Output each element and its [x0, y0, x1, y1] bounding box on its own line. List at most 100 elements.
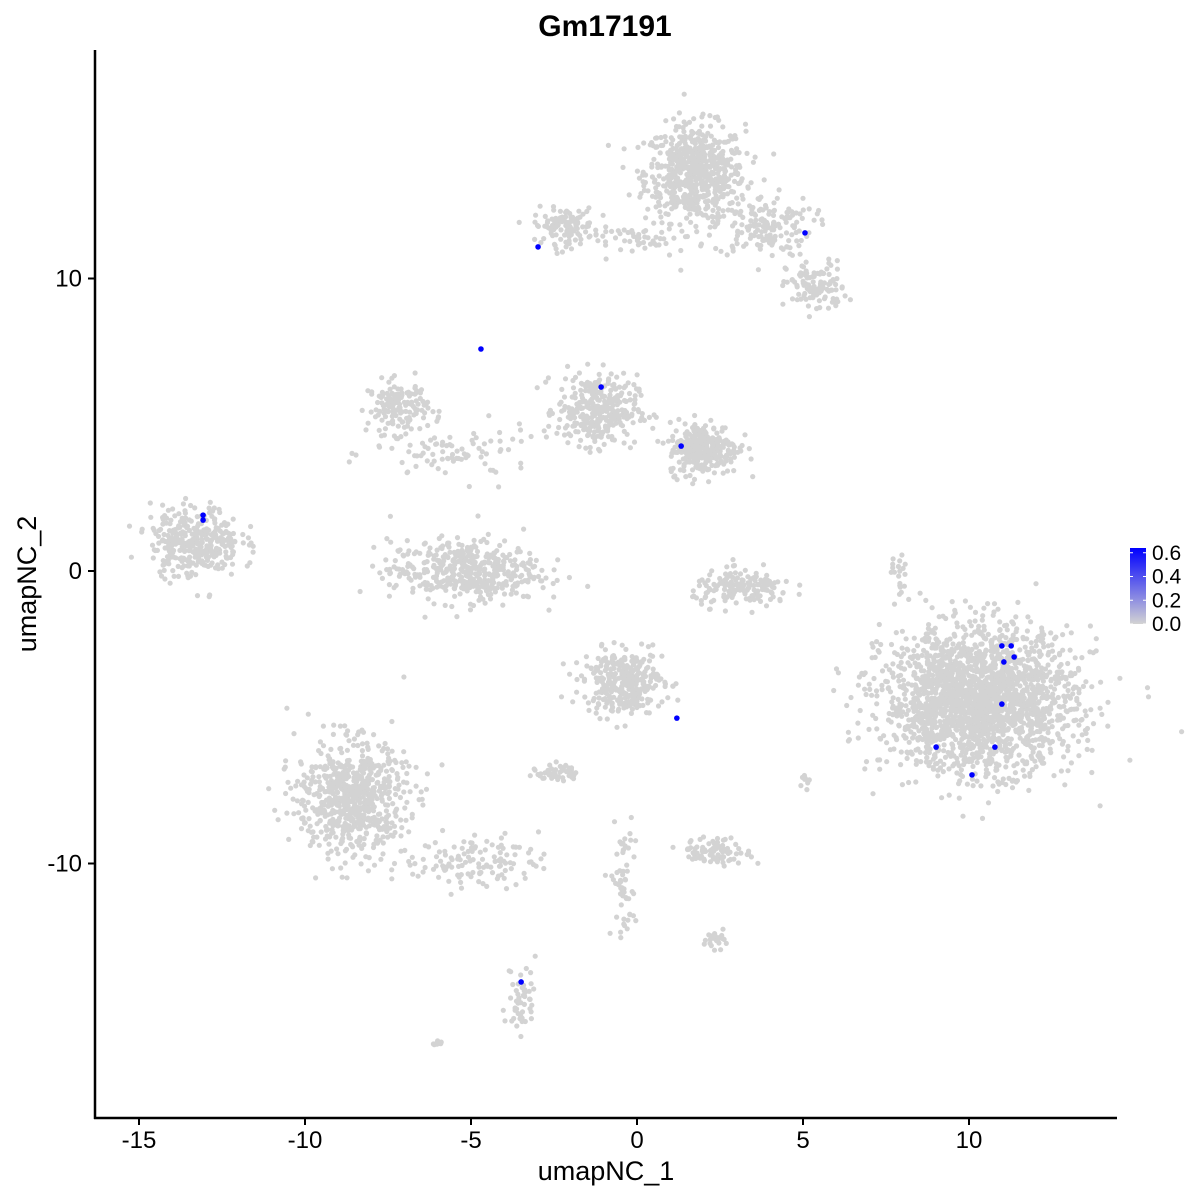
cell-point — [397, 547, 403, 553]
cell-point — [783, 219, 789, 225]
cell-point — [228, 544, 234, 551]
cell-point — [733, 577, 739, 583]
cell-point — [221, 520, 228, 526]
cell-point — [558, 227, 564, 233]
cell-point — [938, 647, 944, 653]
cell-point — [835, 670, 842, 676]
cell-point — [415, 401, 421, 407]
cell-point — [701, 435, 707, 441]
cell-point — [680, 125, 686, 131]
cell-point — [636, 175, 643, 181]
cell-point — [452, 550, 458, 557]
cell-point — [414, 453, 420, 459]
cell-point — [985, 800, 992, 806]
cell-point — [250, 549, 256, 555]
cell-point — [369, 389, 375, 395]
cell-point — [600, 233, 606, 239]
cell-point — [916, 700, 922, 706]
cell-point — [527, 550, 533, 557]
cell-point — [1088, 707, 1094, 713]
cell-point — [1075, 738, 1082, 745]
cell-point — [845, 738, 852, 744]
cell-point — [980, 613, 986, 619]
cell-point — [721, 185, 727, 192]
cell-point — [1034, 669, 1040, 675]
cell-point — [458, 578, 464, 584]
cell-point — [377, 570, 383, 576]
cell-point — [525, 579, 531, 585]
cell-point — [802, 290, 808, 297]
cell-point — [657, 202, 663, 208]
cell-point — [581, 416, 587, 423]
cell-point — [230, 516, 236, 522]
cell-point — [1049, 657, 1055, 663]
cell-point — [711, 425, 717, 431]
cell-point — [712, 224, 718, 230]
cell-point — [197, 541, 203, 548]
cell-point — [659, 220, 665, 226]
cell-point — [707, 224, 713, 230]
cell-point — [190, 536, 196, 542]
cell-point — [990, 660, 996, 666]
cell-point — [162, 576, 168, 582]
cell-point — [725, 138, 732, 144]
cell-point — [872, 654, 878, 661]
cell-point — [959, 773, 966, 780]
cell-point — [440, 584, 446, 590]
cell-point — [1012, 770, 1019, 776]
cell-point — [875, 757, 881, 763]
cell-point — [1048, 630, 1054, 636]
cell-point — [707, 113, 713, 119]
cell-point — [797, 251, 803, 257]
cell-point — [991, 601, 998, 607]
cell-point — [668, 141, 675, 147]
cell-point — [599, 408, 605, 414]
cell-point — [737, 571, 744, 577]
cell-point — [465, 573, 471, 579]
cell-point — [1029, 697, 1035, 704]
cell-point — [769, 227, 775, 233]
cell-point — [553, 246, 559, 252]
cell-point — [516, 421, 523, 427]
cell-point — [994, 767, 1000, 773]
cell-point — [770, 240, 776, 246]
cell-point — [488, 591, 494, 597]
cell-point — [686, 176, 692, 182]
cell-point — [688, 219, 694, 225]
cell-point — [379, 375, 385, 381]
cell-point — [439, 545, 445, 552]
cell-point — [1041, 632, 1047, 638]
cell-point — [755, 196, 761, 202]
cell-point — [548, 227, 554, 233]
cell-point — [696, 454, 702, 460]
cell-point — [228, 571, 234, 577]
cell-point — [417, 395, 423, 402]
cell-point — [800, 207, 806, 213]
cell-point — [660, 440, 666, 446]
cell-point — [796, 591, 802, 597]
cell-point — [525, 560, 531, 566]
cell-point — [732, 210, 738, 217]
cell-point — [1062, 782, 1068, 788]
cell-point — [497, 429, 503, 436]
cell-point — [1089, 769, 1095, 776]
cell-point — [866, 681, 872, 687]
cell-point — [763, 603, 770, 609]
cell-point — [1144, 685, 1151, 691]
cell-point — [631, 439, 638, 445]
cell-point — [1089, 747, 1095, 753]
cell-point — [579, 381, 586, 387]
cell-point — [786, 206, 792, 212]
cell-point — [930, 641, 936, 648]
cell-point — [638, 392, 644, 398]
cell-point — [1062, 683, 1068, 689]
cell-point — [960, 624, 966, 630]
cell-point — [477, 566, 484, 572]
cell-point — [954, 770, 960, 776]
cell-point — [1020, 767, 1026, 773]
cell-point — [442, 569, 449, 575]
cell-point — [167, 580, 173, 586]
cell-point — [1011, 763, 1017, 769]
cell-point — [687, 211, 693, 217]
cell-point — [988, 648, 994, 654]
